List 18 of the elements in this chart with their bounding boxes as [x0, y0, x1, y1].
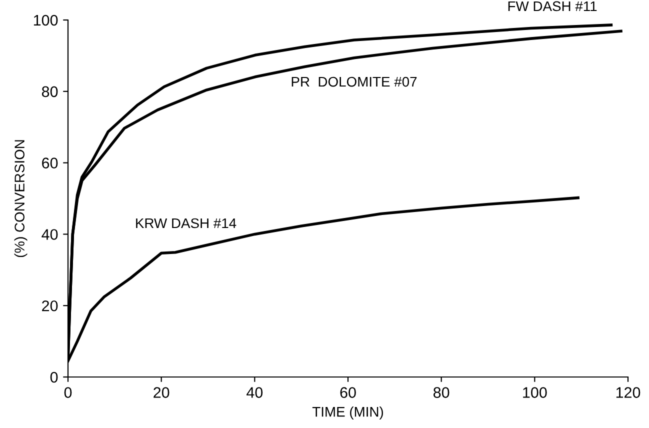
- x-tick-label: 100: [523, 387, 547, 398]
- y-tick-label: 100: [34, 14, 58, 26]
- series-label: PR DOLOMITE #07: [292, 76, 417, 87]
- y-axis-title: (%) CONVERSION: [14, 140, 28, 258]
- series-label: KRW DASH #14: [136, 218, 236, 228]
- y-tick-label: 40: [42, 229, 58, 240]
- x-tick-label: 60: [340, 387, 356, 398]
- y-tick-label: 80: [42, 86, 58, 98]
- y-tick-label: 20: [42, 300, 58, 312]
- x-tick-label: 120: [616, 387, 640, 398]
- y-tick-label: 60: [42, 158, 58, 168]
- x-tick-label: 80: [434, 387, 450, 398]
- y-tick-label: 0: [50, 372, 58, 383]
- series-label: FW DASH #11: [508, 1, 597, 12]
- x-tick-label: 40: [246, 387, 263, 398]
- x-tick-label: 20: [154, 387, 170, 398]
- x-tick-label: 0: [64, 387, 72, 398]
- x-axis-title: TIME (MIN): [312, 406, 384, 420]
